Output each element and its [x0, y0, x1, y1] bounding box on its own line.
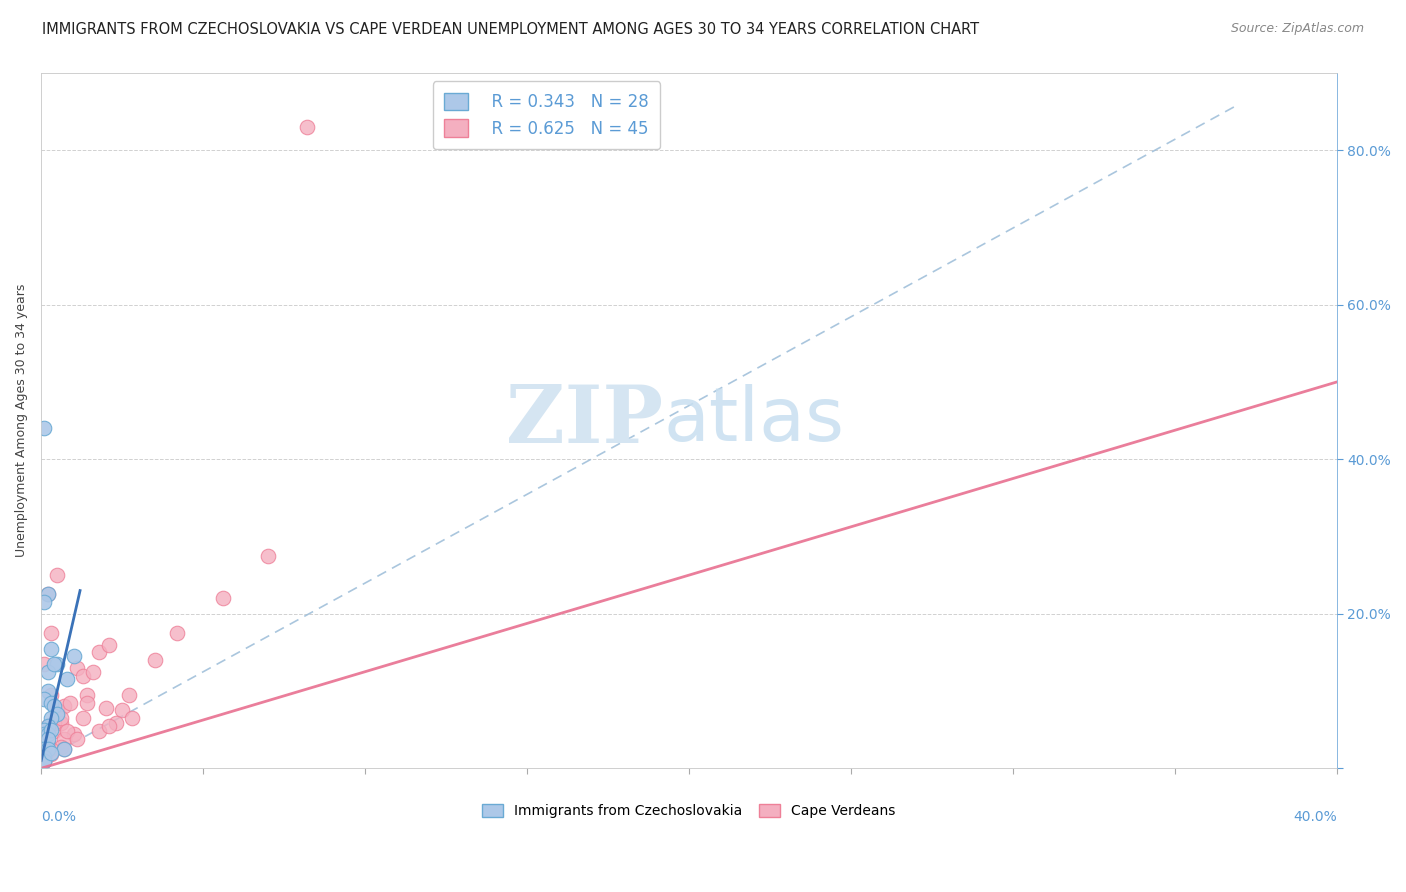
- Point: [52, 731, 75, 746]
- Point: [37, 726, 59, 740]
- Point: [52, 699, 75, 714]
- Point: [44, 699, 66, 714]
- Point: [39, 746, 62, 760]
- Point: [37, 684, 59, 698]
- Point: [98, 719, 121, 733]
- Point: [66, 661, 89, 675]
- Point: [46, 657, 69, 671]
- Point: [34, 726, 56, 740]
- Point: [34, 723, 56, 737]
- Point: [166, 626, 188, 640]
- Point: [62, 649, 84, 664]
- Point: [34, 754, 56, 768]
- Point: [56, 673, 79, 687]
- Point: [62, 726, 84, 740]
- Point: [76, 688, 98, 702]
- Point: [52, 742, 75, 756]
- Point: [37, 734, 59, 748]
- Point: [39, 723, 62, 737]
- Point: [82, 665, 104, 679]
- Text: IMMIGRANTS FROM CZECHOSLOVAKIA VS CAPE VERDEAN UNEMPLOYMENT AMONG AGES 30 TO 34 : IMMIGRANTS FROM CZECHOSLOVAKIA VS CAPE V…: [42, 22, 980, 37]
- Point: [39, 626, 62, 640]
- Point: [44, 657, 66, 671]
- Point: [34, 747, 56, 762]
- Point: [46, 568, 69, 582]
- Point: [49, 739, 72, 754]
- Point: [37, 587, 59, 601]
- Point: [39, 711, 62, 725]
- Point: [59, 696, 82, 710]
- Text: 40.0%: 40.0%: [1294, 810, 1337, 824]
- Text: Source: ZipAtlas.com: Source: ZipAtlas.com: [1230, 22, 1364, 36]
- Point: [34, 595, 56, 609]
- Point: [111, 703, 134, 717]
- Point: [39, 747, 62, 762]
- Point: [34, 754, 56, 768]
- Point: [37, 587, 59, 601]
- Point: [34, 691, 56, 706]
- Point: [34, 749, 56, 764]
- Point: [34, 421, 56, 435]
- Point: [46, 707, 69, 722]
- Point: [37, 719, 59, 733]
- Point: [72, 668, 94, 682]
- Point: [295, 120, 318, 134]
- Point: [72, 711, 94, 725]
- Point: [37, 731, 59, 746]
- Point: [89, 645, 111, 659]
- Text: 0.0%: 0.0%: [41, 810, 76, 824]
- Point: [37, 665, 59, 679]
- Text: atlas: atlas: [664, 384, 844, 457]
- Point: [34, 657, 56, 671]
- Point: [34, 749, 56, 764]
- Point: [117, 688, 139, 702]
- Point: [257, 549, 280, 563]
- Point: [44, 724, 66, 739]
- Point: [76, 696, 98, 710]
- Legend: Immigrants from Czechoslovakia, Cape Verdeans: Immigrants from Czechoslovakia, Cape Ver…: [477, 799, 901, 824]
- Point: [104, 716, 127, 731]
- Point: [49, 716, 72, 731]
- Point: [52, 742, 75, 756]
- Point: [94, 701, 117, 715]
- Point: [39, 641, 62, 656]
- Point: [98, 638, 121, 652]
- Point: [39, 742, 62, 756]
- Point: [121, 711, 143, 725]
- Point: [44, 716, 66, 731]
- Y-axis label: Unemployment Among Ages 30 to 34 years: Unemployment Among Ages 30 to 34 years: [15, 284, 28, 558]
- Point: [37, 719, 59, 733]
- Point: [46, 703, 69, 717]
- Point: [34, 754, 56, 768]
- Point: [34, 742, 56, 756]
- Point: [143, 653, 166, 667]
- Point: [37, 742, 59, 756]
- Point: [66, 731, 89, 746]
- Point: [39, 696, 62, 710]
- Point: [56, 724, 79, 739]
- Point: [89, 724, 111, 739]
- Point: [49, 711, 72, 725]
- Text: ZIP: ZIP: [506, 382, 664, 459]
- Point: [211, 591, 233, 606]
- Point: [39, 688, 62, 702]
